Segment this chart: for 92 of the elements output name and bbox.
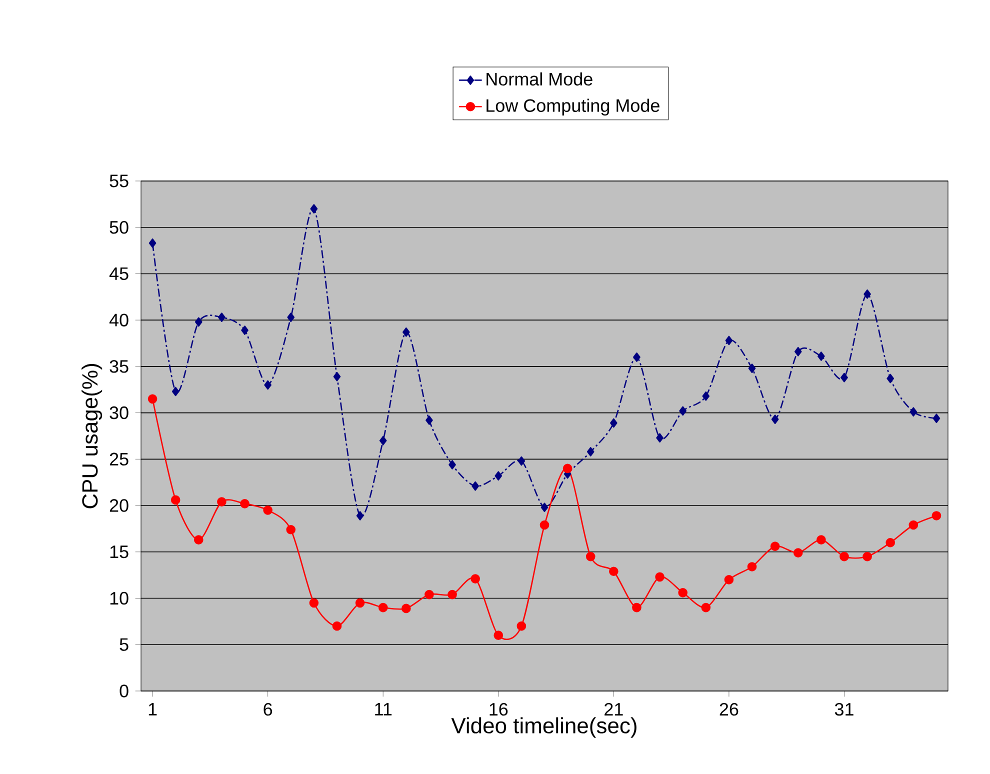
y-tick-label: 25 <box>110 452 128 466</box>
point <box>194 317 202 327</box>
point <box>679 406 687 416</box>
point <box>448 460 456 470</box>
y-tick-label: 30 <box>110 406 128 420</box>
point <box>172 386 180 396</box>
point <box>678 588 688 598</box>
point <box>818 352 825 361</box>
y-tick-label: 0 <box>120 684 128 698</box>
y-tick-label: 5 <box>120 638 128 651</box>
point <box>333 372 341 382</box>
point <box>194 535 204 545</box>
point <box>540 502 548 512</box>
legend-label: Normal Mode <box>486 72 592 86</box>
point <box>378 602 388 612</box>
y-tick-label: 35 <box>110 360 128 373</box>
x-tick-label: 21 <box>604 702 623 716</box>
point <box>518 456 526 466</box>
point <box>702 391 710 401</box>
point <box>241 326 248 335</box>
point <box>656 433 664 443</box>
point <box>401 604 411 614</box>
point <box>701 602 711 612</box>
point <box>494 630 504 640</box>
point <box>217 497 226 506</box>
point <box>148 394 158 404</box>
point <box>379 436 387 446</box>
point <box>794 346 802 356</box>
x-axis-title: Video timeline(sec) <box>451 717 636 738</box>
point <box>562 464 572 474</box>
y-tick-label: 15 <box>110 546 128 558</box>
y-tick-label: 50 <box>110 220 128 234</box>
point <box>725 336 733 346</box>
y-axis-title: CPU usage(%) <box>82 364 102 508</box>
point <box>472 481 479 491</box>
point <box>910 407 918 417</box>
point <box>816 535 826 545</box>
point <box>724 575 734 584</box>
y-tick-label: 55 <box>110 174 128 188</box>
point <box>148 238 156 248</box>
point <box>770 542 780 552</box>
point <box>356 511 364 520</box>
point <box>424 590 434 600</box>
point <box>655 572 664 582</box>
y-tick-label: 40 <box>109 314 128 326</box>
x-tick-label: 26 <box>720 702 738 716</box>
point <box>263 506 272 515</box>
point <box>840 552 849 562</box>
point <box>309 598 319 608</box>
x-tick-label: 31 <box>834 702 854 716</box>
point <box>908 520 918 530</box>
point <box>633 352 640 362</box>
legend-label: Low Computing Mode <box>486 98 660 116</box>
x-tick-label: 1 <box>148 702 157 716</box>
point <box>170 495 180 505</box>
point <box>862 552 872 562</box>
point <box>886 538 896 548</box>
point <box>586 447 594 456</box>
point <box>310 204 318 214</box>
point <box>932 511 942 520</box>
point <box>609 566 618 576</box>
point <box>516 621 526 631</box>
point <box>264 380 272 390</box>
point <box>494 471 502 481</box>
point <box>793 548 803 558</box>
point <box>932 414 940 424</box>
point <box>240 499 250 508</box>
point <box>448 590 457 600</box>
point <box>540 520 550 530</box>
point <box>287 312 295 322</box>
point <box>747 562 757 572</box>
point <box>748 364 756 373</box>
point <box>632 602 642 612</box>
point <box>771 414 779 424</box>
point <box>470 574 480 584</box>
point <box>864 289 871 299</box>
y-tick-label: 45 <box>109 267 128 280</box>
point <box>355 598 365 608</box>
y-tick-label: 20 <box>110 499 128 512</box>
x-tick-label: 6 <box>264 702 272 716</box>
x-tick-label: 16 <box>490 702 508 716</box>
point <box>286 524 296 534</box>
x-tick-label: 11 <box>375 702 392 716</box>
y-tick-label: 10 <box>110 592 128 605</box>
point <box>610 418 618 428</box>
point <box>840 372 848 382</box>
point <box>218 312 226 322</box>
point <box>586 552 596 562</box>
point <box>426 416 433 425</box>
point <box>332 621 342 631</box>
point <box>402 327 410 337</box>
point <box>886 374 894 384</box>
